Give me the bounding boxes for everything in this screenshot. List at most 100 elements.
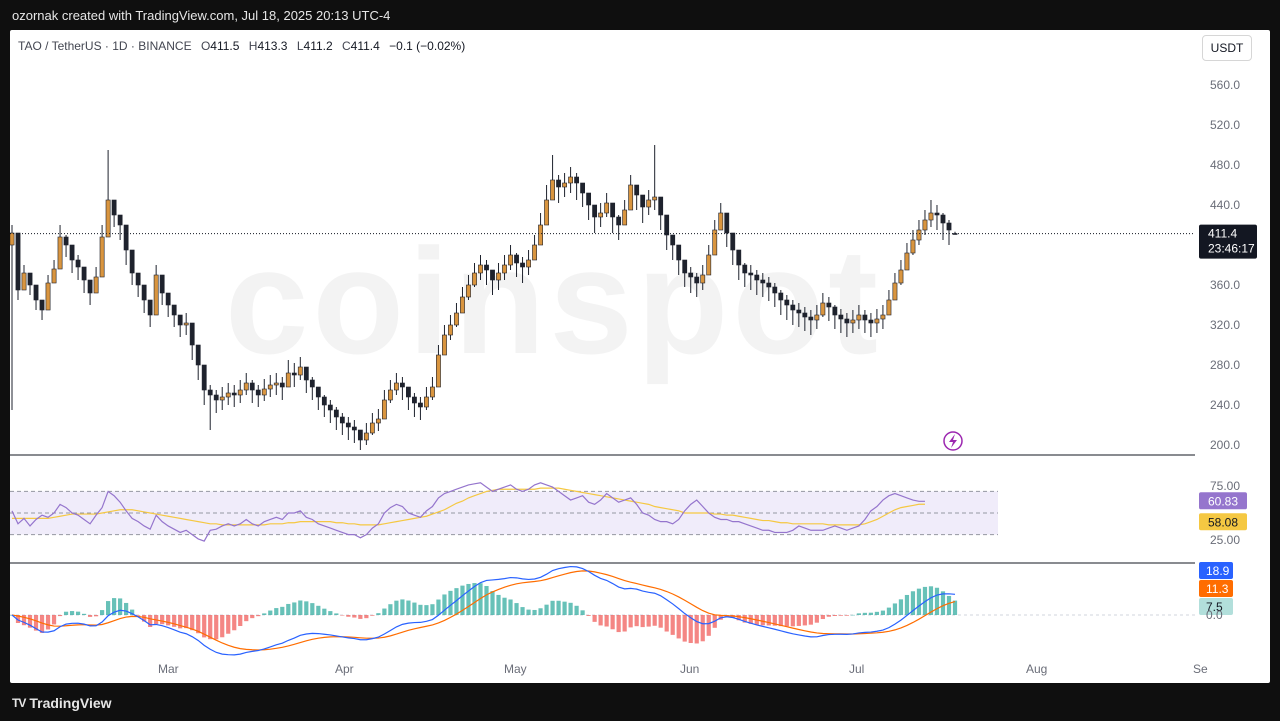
candle-body <box>766 282 772 288</box>
macd-signal-line <box>11 570 956 651</box>
rsi-tick-label: 75.00 <box>1210 479 1240 493</box>
candle-body <box>117 214 123 226</box>
currency-button[interactable]: USDT <box>1202 35 1252 61</box>
macd-hist-bar <box>268 610 273 615</box>
candle-body <box>57 236 63 270</box>
countdown-value: 23:46:17 <box>1208 242 1255 256</box>
candle-body <box>75 259 81 268</box>
candle-body <box>880 314 886 320</box>
candle-body <box>736 249 742 266</box>
time-tick-label: Mar <box>158 662 179 676</box>
candle-body <box>910 239 916 254</box>
macd-hist-bar <box>160 615 165 625</box>
candle-body <box>171 304 177 316</box>
macd-hist-bar <box>105 601 111 615</box>
macd-hist-bar <box>700 615 705 642</box>
candle-body <box>363 432 369 441</box>
candle-body <box>381 399 387 420</box>
macd-hist-bar <box>586 615 591 616</box>
candle-body <box>850 319 856 324</box>
high-value: 413.3 <box>257 39 288 53</box>
macd-hist-bar <box>33 615 39 631</box>
chart-frame[interactable]: coinspot 560.0520.0480.0440.0400.0360.03… <box>10 30 1270 683</box>
macd-hist-bar <box>706 615 711 636</box>
macd-hist-bar <box>184 615 189 629</box>
macd-hist-bar <box>844 615 849 616</box>
candle-body <box>33 284 39 301</box>
macd-hist-bar <box>898 599 904 615</box>
candle-body <box>21 272 27 291</box>
candle-body <box>640 194 646 208</box>
lightning-circle <box>943 431 963 451</box>
candle-body <box>111 199 117 216</box>
candle-body <box>568 176 573 184</box>
candle-body <box>718 212 724 231</box>
macd-hist-bar <box>490 591 495 615</box>
macd-hist-bar <box>298 600 303 615</box>
candle-body <box>868 319 874 324</box>
candle-body <box>496 272 501 281</box>
candle-body <box>484 264 489 271</box>
macd-hist-bar <box>142 615 147 622</box>
last-price-value: 411.4 <box>1208 227 1237 241</box>
macd-hist-bar <box>874 611 880 615</box>
macd-hist-bar <box>45 615 51 630</box>
rsi-ma-value: 58.08 <box>1208 515 1238 529</box>
candle-body <box>231 392 237 396</box>
candle-body <box>255 389 261 396</box>
candle-body <box>412 396 417 404</box>
candle-body <box>472 272 477 286</box>
candle-body <box>610 202 616 218</box>
macd-hist-bar <box>808 615 813 625</box>
macd-hist-bar <box>832 615 837 617</box>
macd-hist-bar <box>178 615 183 629</box>
candle-body <box>375 418 381 424</box>
candle-body <box>27 272 33 286</box>
macd-hist-bar <box>664 615 669 632</box>
macd-hist-bar <box>682 615 687 642</box>
macd-hist-bar <box>880 610 886 615</box>
candle-body <box>592 204 598 218</box>
candle-body <box>688 272 694 278</box>
candle-body <box>754 274 760 281</box>
macd-hist-bar <box>81 613 87 615</box>
close-label: C <box>342 39 351 53</box>
price-tick-label: 240.0 <box>1210 398 1240 412</box>
macd-hist-bar <box>310 603 315 615</box>
hist-value-tag <box>1199 598 1233 615</box>
macd-hist-bar <box>640 615 645 628</box>
macd-hist-bar <box>136 615 141 616</box>
candle-body <box>838 314 844 320</box>
signal-value: 11.3 <box>1206 582 1229 596</box>
macd-hist-bar <box>148 615 153 627</box>
open-value: 411.5 <box>210 39 240 53</box>
macd-hist-bar <box>862 612 868 615</box>
time-tick-label: May <box>504 662 527 676</box>
candle-body <box>598 212 604 218</box>
macd-hist-bar <box>220 615 225 638</box>
candle-body <box>712 229 718 256</box>
footer-bar: TV TradingView <box>0 683 1280 721</box>
candle-body <box>147 299 153 316</box>
rsi-value: 60.83 <box>1208 494 1238 508</box>
time-tick-label: Jul <box>849 662 864 676</box>
macd-hist-bar <box>364 615 369 619</box>
macd-hist-bar <box>670 615 675 635</box>
candle-body <box>309 379 315 388</box>
macd-hist-bar <box>262 613 267 615</box>
candle-body <box>387 389 393 401</box>
macd-hist-bar <box>99 610 105 615</box>
macd-hist-bar <box>316 605 321 615</box>
macd-hist-bar <box>124 602 129 615</box>
low-label: L <box>296 39 304 53</box>
candle-body <box>303 366 309 381</box>
candle-body <box>502 264 507 274</box>
macd-hist-bar <box>208 615 213 640</box>
macd-hist-bar <box>628 615 633 628</box>
tradingview-logo[interactable]: TV TradingView <box>12 695 112 711</box>
macd-hist-bar <box>778 615 783 627</box>
candle-body <box>874 318 880 324</box>
chart-canvas[interactable]: 560.0520.0480.0440.0400.0360.0320.0280.0… <box>10 30 1270 683</box>
candle-body <box>63 236 69 246</box>
candle-body <box>940 214 946 224</box>
